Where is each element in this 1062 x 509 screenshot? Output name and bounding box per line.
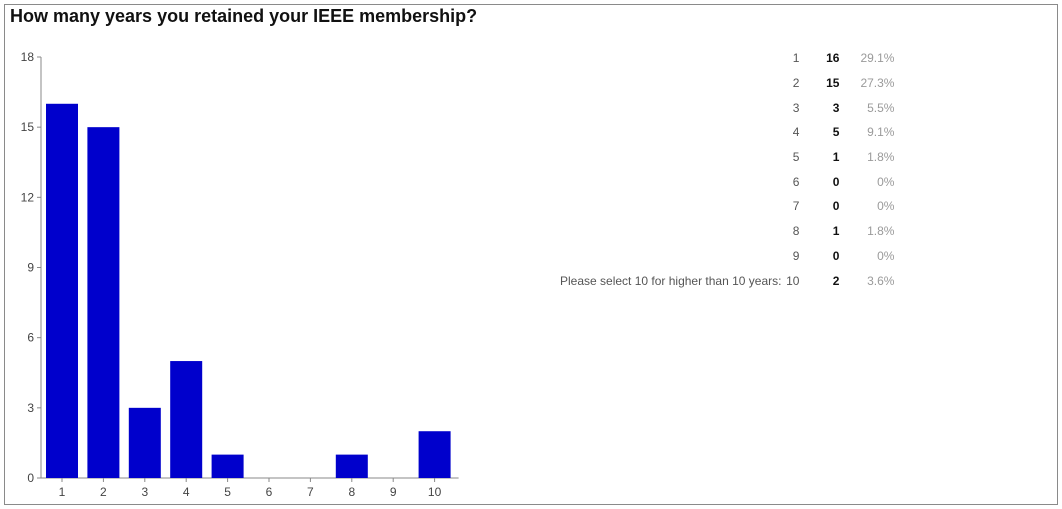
row-count: 16 bbox=[826, 51, 840, 66]
table-row: 6 0 0% bbox=[560, 169, 895, 194]
row-count: 1 bbox=[832, 224, 840, 239]
bar-8 bbox=[335, 454, 368, 478]
y-tick-label: 9 bbox=[27, 261, 34, 275]
bar-1 bbox=[46, 103, 78, 479]
x-tick-label: 6 bbox=[266, 485, 273, 499]
y-tick-label: 3 bbox=[27, 401, 34, 415]
row-prefix-label: Please select 10 for higher than 10 year… bbox=[560, 273, 782, 288]
row-prefix-label bbox=[560, 71, 781, 96]
row-percent: 1.8% bbox=[867, 224, 895, 239]
row-count: 0 bbox=[832, 174, 840, 189]
row-count: 15 bbox=[826, 76, 840, 91]
x-tick-label: 9 bbox=[390, 485, 397, 499]
row-percent: 0% bbox=[877, 174, 895, 189]
row-count: 1 bbox=[832, 150, 840, 165]
x-tick-label: 5 bbox=[224, 485, 231, 499]
row-percent: 3.6% bbox=[867, 273, 895, 288]
row-prefix-label bbox=[560, 145, 781, 170]
row-category: 2 bbox=[792, 76, 800, 91]
row-category: 10 bbox=[786, 273, 800, 288]
bar-3 bbox=[128, 407, 161, 478]
row-percent: 0% bbox=[877, 248, 895, 263]
row-count: 5 bbox=[832, 125, 840, 140]
row-prefix-label bbox=[560, 244, 781, 269]
x-tick-label: 4 bbox=[183, 485, 190, 499]
row-percent: 27.3% bbox=[860, 76, 895, 91]
x-tick-label: 10 bbox=[428, 485, 442, 499]
table-row: 2 15 27.3% bbox=[560, 71, 895, 96]
row-category: 8 bbox=[792, 224, 800, 239]
y-tick-label: 12 bbox=[21, 190, 35, 204]
bar-2 bbox=[87, 127, 120, 479]
chart-title: How many years you retained your IEEE me… bbox=[10, 6, 478, 26]
row-percent: 0% bbox=[877, 199, 895, 214]
row-percent: 9.1% bbox=[867, 125, 895, 140]
table-row: 9 0 0% bbox=[560, 244, 895, 269]
row-prefix-label bbox=[560, 194, 781, 219]
x-tick-label: 7 bbox=[307, 485, 314, 499]
row-category: 5 bbox=[792, 150, 800, 165]
table-row: 3 3 5.5% bbox=[560, 95, 895, 120]
row-count: 0 bbox=[832, 248, 840, 263]
table-row: 5 1 1.8% bbox=[560, 145, 895, 170]
table-row: 7 0 0% bbox=[560, 194, 895, 219]
row-count: 2 bbox=[832, 273, 840, 288]
row-prefix-label bbox=[560, 120, 781, 145]
row-percent: 29.1% bbox=[860, 51, 895, 66]
bar-10 bbox=[418, 431, 451, 478]
row-category: 4 bbox=[792, 125, 800, 140]
row-category: 3 bbox=[792, 100, 800, 115]
row-prefix-label bbox=[560, 169, 781, 194]
row-percent: 1.8% bbox=[867, 150, 895, 165]
x-tick-label: 2 bbox=[100, 485, 107, 499]
y-tick-label: 6 bbox=[27, 331, 34, 345]
row-category: 9 bbox=[792, 248, 800, 263]
row-count: 0 bbox=[832, 199, 840, 214]
y-tick-label: 15 bbox=[21, 120, 35, 134]
y-tick-label: 0 bbox=[27, 471, 34, 485]
bar-4 bbox=[170, 361, 203, 478]
row-prefix-label bbox=[560, 219, 781, 244]
row-prefix-label bbox=[560, 95, 781, 120]
row-category: 6 bbox=[792, 174, 800, 189]
table-row: 1 16 29.1% bbox=[560, 46, 895, 71]
x-tick-label: 1 bbox=[59, 485, 66, 499]
table-row: Please select 10 for higher than 10 year… bbox=[560, 268, 894, 293]
table-row: 4 5 9.1% bbox=[560, 120, 895, 145]
table-row: 8 1 1.8% bbox=[560, 219, 895, 244]
row-category: 7 bbox=[792, 199, 800, 214]
response-table: 1 16 29.1% 2 15 27.3% 3 3 5.5% 4 5 9.1% 5 1 1.8% 6 0 0% 7 0… bbox=[560, 46, 894, 293]
row-percent: 5.5% bbox=[867, 100, 895, 115]
x-tick-label: 3 bbox=[141, 485, 148, 499]
y-tick-label: 18 bbox=[21, 50, 35, 64]
x-tick-label: 8 bbox=[348, 485, 355, 499]
bar-5 bbox=[211, 454, 244, 478]
row-category: 1 bbox=[792, 51, 800, 66]
row-prefix-label bbox=[560, 46, 781, 71]
row-count: 3 bbox=[832, 100, 840, 115]
